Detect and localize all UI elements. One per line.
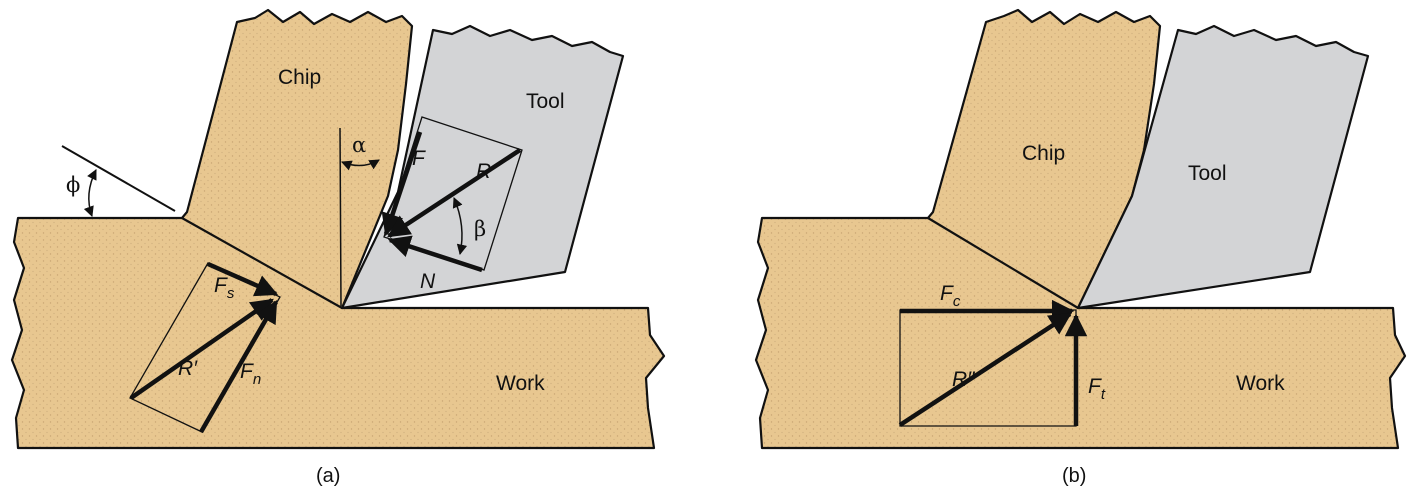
shear-force-arrow (207, 261, 279, 297)
shear-angle-label: ϕ (66, 173, 80, 197)
friction-force-label: F (412, 147, 426, 170)
shear-angle-reference-line (61, 145, 176, 212)
friction-angle-label: β (474, 217, 486, 241)
cutting-force-label: Fc (940, 282, 961, 310)
resultant-force-r-double-prime-label: R″ (952, 368, 976, 391)
caption-b: (b) (1062, 465, 1086, 487)
chip-label-b: Chip (1022, 142, 1065, 165)
caption-a: (a) (316, 465, 340, 487)
shear-plane-line-a (181, 217, 343, 309)
tool-label-b: Tool (1188, 162, 1227, 185)
resultant-force-label: R (476, 160, 491, 183)
shear-force-label: Fs (214, 274, 235, 302)
chip-label-a: Chip (278, 66, 321, 89)
work-label-a: Work (496, 372, 545, 395)
work-and-chip-a (10, 8, 666, 450)
panel-b: Fc R″ Ft Chip Tool Work (b) (754, 8, 1407, 487)
rake-angle-label: α (352, 133, 366, 157)
resultant-force-arrow-R-prime (129, 298, 274, 400)
work-label-b: Work (1236, 372, 1285, 395)
shear-plane-line-b (927, 217, 1079, 309)
normal-force-label: N (420, 270, 436, 293)
shear-angle-arc (83, 169, 97, 217)
vertical-reference-line (339, 127, 342, 307)
normal-shear-force-arrow (199, 300, 278, 434)
panel-a: ϕ α F R β N Fs R′ Fn Chip Tool Work (a) (10, 8, 666, 487)
resultant-force-arrow-R-double-prime (898, 312, 1072, 427)
tool-b (1076, 24, 1370, 310)
normal-shear-force-label: Fn (240, 360, 261, 388)
tool-label-a: Tool (526, 90, 565, 113)
thrust-force-label: Ft (1088, 375, 1106, 403)
normal-force-arrow (387, 235, 483, 273)
resultant-force-arrow-R (387, 148, 522, 238)
resultant-force-r-prime-label: R′ (178, 357, 198, 380)
friction-angle-arc (452, 197, 468, 256)
rake-angle-arc (341, 159, 380, 171)
